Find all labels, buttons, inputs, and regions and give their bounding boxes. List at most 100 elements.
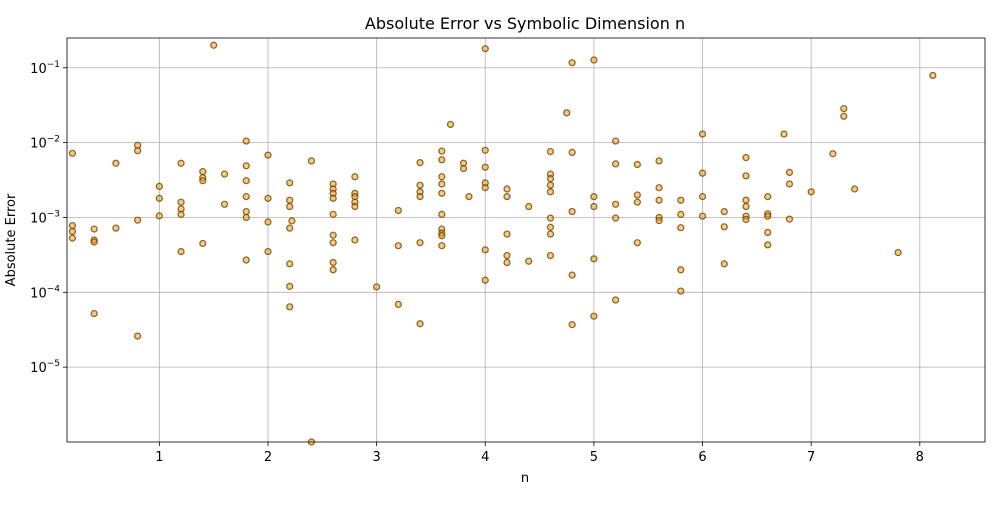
data-point [720, 223, 728, 231]
data-point [438, 156, 446, 164]
data-point [177, 198, 185, 206]
x-tick-label: 4 [481, 450, 489, 465]
data-point [329, 231, 337, 239]
x-tick-label: 3 [372, 450, 380, 465]
data-point [307, 157, 316, 165]
data-point [155, 212, 163, 220]
data-point [286, 179, 294, 187]
data-point [68, 149, 77, 157]
data-point [134, 332, 142, 340]
data-point [242, 162, 250, 170]
data-point [764, 193, 772, 201]
data-point [264, 194, 272, 202]
data-point [633, 191, 641, 199]
data-point [242, 193, 250, 201]
data-point [677, 210, 685, 218]
data-point [785, 215, 794, 223]
data-point [465, 193, 473, 201]
data-point [220, 170, 229, 178]
data-point [568, 148, 576, 157]
data-point [590, 56, 598, 64]
data-point [438, 173, 446, 181]
data-point [286, 202, 294, 211]
data-point [764, 228, 772, 237]
data-point [851, 185, 859, 193]
data-point [481, 45, 489, 53]
data-point [785, 180, 794, 188]
data-point [416, 159, 424, 167]
data-point [286, 260, 294, 268]
data-point [329, 239, 337, 247]
data-point [155, 182, 163, 191]
data-point [286, 224, 294, 232]
data-point [394, 206, 402, 215]
data-point [242, 213, 250, 222]
data-point [90, 238, 98, 246]
data-point [416, 320, 424, 328]
data-point [416, 181, 424, 189]
data-point [590, 202, 598, 211]
data-point [68, 221, 77, 230]
data-point [199, 168, 207, 176]
data-point [503, 193, 511, 201]
data-point [242, 256, 250, 264]
data-point [742, 215, 750, 224]
data-point [563, 109, 571, 117]
data-point [590, 312, 598, 320]
x-tick-label: 2 [264, 450, 272, 465]
x-tick-label: 6 [698, 450, 706, 465]
data-point [438, 189, 446, 197]
data-point [546, 147, 555, 156]
data-point [546, 175, 555, 183]
data-point [438, 147, 446, 155]
data-point [742, 196, 750, 204]
data-point [698, 169, 707, 177]
data-point [612, 214, 620, 222]
data-point [807, 188, 815, 196]
data-point [546, 230, 555, 238]
data-point [720, 260, 728, 268]
data-point [459, 164, 468, 173]
data-point [590, 193, 598, 201]
data-point [199, 177, 207, 185]
data-point [416, 193, 424, 201]
data-point [481, 146, 489, 154]
data-point [612, 160, 620, 168]
data-point [829, 150, 837, 158]
data-point [134, 216, 142, 224]
data-point [351, 202, 359, 211]
data-point [438, 180, 446, 188]
data-point [764, 241, 772, 249]
data-point [633, 239, 641, 247]
data-point [373, 283, 381, 291]
data-point [220, 200, 229, 208]
data-point [546, 223, 555, 231]
axes-layer: 1 2 3 4 5 6 7 8 10−5 10−4 10−3 10−2 10−1 [30, 37, 986, 465]
data-point [742, 202, 750, 211]
data-point [329, 266, 337, 274]
data-point [481, 163, 489, 171]
data-point [68, 227, 77, 236]
data-point [677, 196, 685, 204]
data-point [503, 258, 511, 267]
data-point [698, 212, 707, 220]
data-point [525, 202, 533, 211]
data-point [720, 207, 728, 216]
data-point [568, 59, 576, 67]
data-point [177, 210, 185, 218]
data-point [264, 151, 272, 159]
data-point [698, 130, 707, 138]
data-point [481, 184, 489, 192]
data-point [503, 251, 511, 260]
x-tick-label: 7 [807, 450, 815, 465]
data-point [177, 159, 185, 167]
data-point [840, 104, 848, 113]
data-point [612, 296, 620, 304]
data-point [929, 71, 937, 80]
data-point [840, 112, 848, 120]
data-point [199, 239, 207, 248]
data-point [633, 160, 641, 169]
y-tick-label: 10−4 [30, 284, 60, 301]
